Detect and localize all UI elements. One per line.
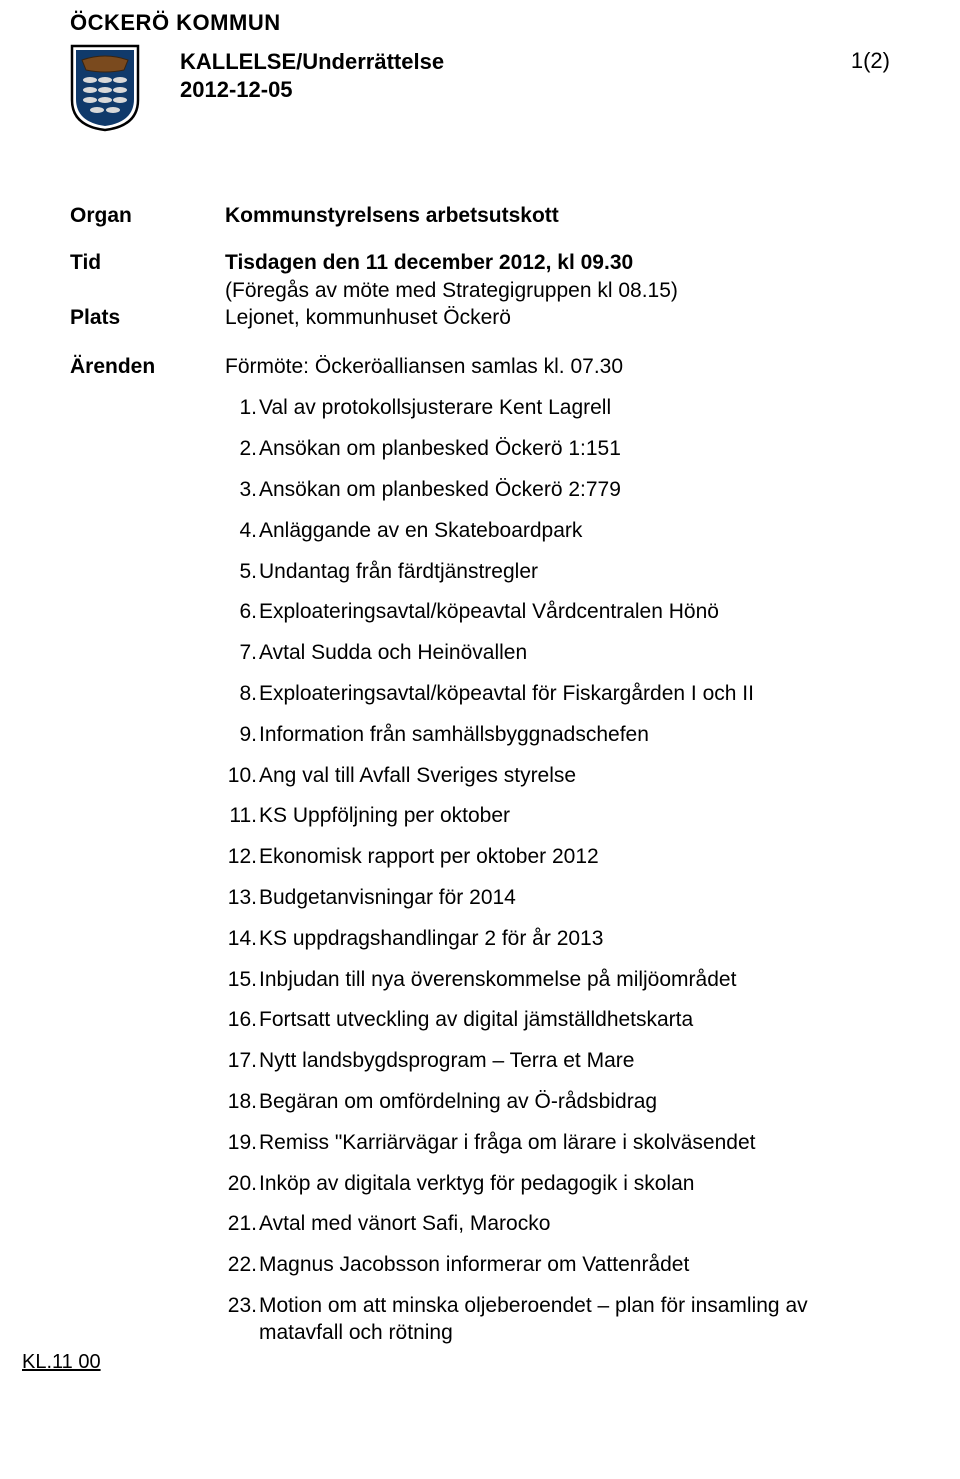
municipal-crest-icon xyxy=(70,44,140,132)
org-name: ÖCKERÖ KOMMUN xyxy=(70,10,890,36)
agenda-list: Val av protokollsjusterare Kent Lagrell A… xyxy=(225,394,890,1346)
agenda-item: Budgetanvisningar för 2014 xyxy=(253,884,890,911)
row-arenden: Ärenden Förmöte: Öckeröalliansen samlas … xyxy=(70,353,890,1360)
tid-line2: (Föregås av möte med Strategigruppen kl … xyxy=(225,277,890,304)
page-number: 1(2) xyxy=(851,48,890,103)
agenda-item: Ang val till Avfall Sveriges styrelse xyxy=(253,762,890,789)
agenda-item: Exploateringsavtal/köpeavtal för Fiskarg… xyxy=(253,680,890,707)
agenda-item: Exploateringsavtal/köpeavtal Vårdcentral… xyxy=(253,598,890,625)
agenda-item: Inköp av digitala verktyg för pedagogik … xyxy=(253,1170,890,1197)
arenden-title: Förmöte: Öckeröalliansen samlas kl. 07.3… xyxy=(225,353,890,380)
header-row: KALLELSE/Underrättelse 2012-12-05 1(2) xyxy=(70,44,890,132)
agenda-item: Avtal med vänort Safi, Marocko xyxy=(253,1210,890,1237)
agenda-item: Inbjudan till nya överenskommelse på mil… xyxy=(253,966,890,993)
footer-label: KL.11 00 xyxy=(22,1351,101,1374)
label-tid: Tid xyxy=(70,251,101,274)
label-arenden: Ärenden xyxy=(70,353,225,380)
header-text: KALLELSE/Underrättelse 2012-12-05 1(2) xyxy=(180,44,890,103)
agenda-item: Undantag från färdtjänstregler xyxy=(253,558,890,585)
agenda-item: Magnus Jacobsson informerar om Vattenråd… xyxy=(253,1251,890,1278)
tid-plats-value: Tisdagen den 11 december 2012, kl 09.30 … xyxy=(225,249,890,331)
agenda-item: Anläggande av en Skateboardpark xyxy=(253,517,890,544)
doc-title-line2: 2012-12-05 xyxy=(180,76,444,104)
organ-value: Kommunstyrelsens arbetsutskott xyxy=(225,204,559,227)
agenda-item: Fortsatt utveckling av digital jämställd… xyxy=(253,1006,890,1033)
arenden-value: Förmöte: Öckeröalliansen samlas kl. 07.3… xyxy=(225,353,890,1360)
agenda-item: Motion om att minska oljeberoendet – pla… xyxy=(253,1292,890,1347)
agenda-item: Ekonomisk rapport per oktober 2012 xyxy=(253,843,890,870)
agenda-item: Nytt landsbygdsprogram – Terra et Mare xyxy=(253,1047,890,1074)
label-organ: Organ xyxy=(70,202,225,229)
agenda-item: Avtal Sudda och Heinövallen xyxy=(253,639,890,666)
row-tid-plats: Tid Plats Tisdagen den 11 december 2012,… xyxy=(70,249,890,331)
agenda-item: Ansökan om planbesked Öckerö 2:779 xyxy=(253,476,890,503)
document-body: Organ Kommunstyrelsens arbetsutskott Tid… xyxy=(70,202,890,1360)
agenda-item: Remiss "Karriärvägar i fråga om lärare i… xyxy=(253,1129,890,1156)
label-tid-plats: Tid Plats xyxy=(70,249,225,331)
row-organ: Organ Kommunstyrelsens arbetsutskott xyxy=(70,202,890,229)
agenda-item: Val av protokollsjusterare Kent Lagrell xyxy=(253,394,890,421)
tid-line1: Tisdagen den 11 december 2012, kl 09.30 xyxy=(225,251,633,274)
label-plats: Plats xyxy=(70,306,120,329)
agenda-item: Information från samhällsbyggnadschefen xyxy=(253,721,890,748)
plats-value: Lejonet, kommunhuset Öckerö xyxy=(225,306,511,329)
doc-title-line1: KALLELSE/Underrättelse xyxy=(180,48,444,76)
agenda-item: Ansökan om planbesked Öckerö 1:151 xyxy=(253,435,890,462)
doc-title-block: KALLELSE/Underrättelse 2012-12-05 xyxy=(180,48,444,103)
page: ÖCKERÖ KOMMUN KALLELSE/Underrättelse 201… xyxy=(0,0,960,1479)
agenda-item: KS uppdragshandlingar 2 för år 2013 xyxy=(253,925,890,952)
agenda-item: KS Uppföljning per oktober xyxy=(253,802,890,829)
agenda-item: Begäran om omfördelning av Ö-rådsbidrag xyxy=(253,1088,890,1115)
